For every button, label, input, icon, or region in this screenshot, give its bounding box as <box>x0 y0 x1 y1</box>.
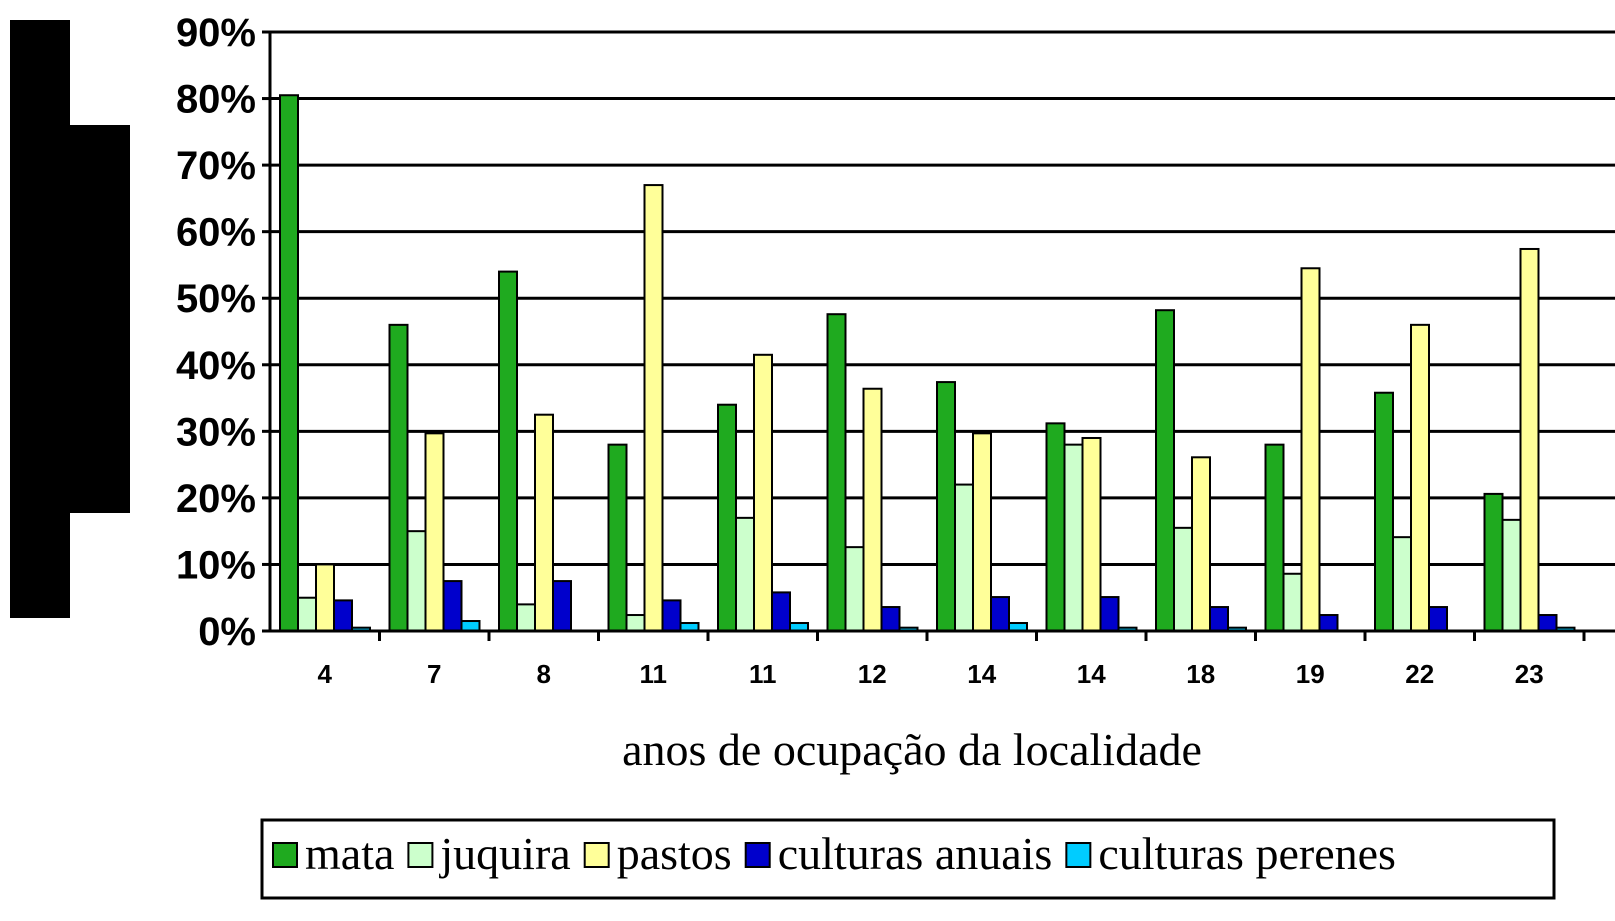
y-tick-label: 90% <box>176 11 256 55</box>
x-axis-label: anos de ocupação da localidade <box>622 724 1202 775</box>
bar <box>406 530 427 633</box>
bar <box>1081 436 1102 632</box>
x-tick-label: 4 <box>318 659 333 689</box>
bar <box>534 413 554 633</box>
bar <box>1537 614 1558 633</box>
bar <box>844 546 865 633</box>
y-axis-label-box <box>10 20 70 618</box>
x-tick-label: 23 <box>1515 659 1544 689</box>
bar <box>388 323 409 632</box>
y-tick-label: 70% <box>176 144 256 188</box>
bar <box>1209 606 1229 632</box>
y-axis-label-box <box>70 125 130 513</box>
bar <box>1300 267 1321 632</box>
bar <box>1155 309 1175 632</box>
legend-swatch <box>272 842 298 868</box>
bar <box>1099 596 1120 632</box>
legend-label: mata <box>305 828 394 879</box>
x-tick-label: 14 <box>1077 659 1106 689</box>
bar <box>516 603 536 633</box>
bar <box>1392 536 1412 633</box>
bar <box>625 614 646 633</box>
y-tick-label: 80% <box>176 78 256 122</box>
bar <box>1483 492 1504 633</box>
bar <box>607 443 628 632</box>
legend-swatch <box>744 842 771 868</box>
legend-swatch <box>407 842 434 868</box>
bar <box>990 596 1010 632</box>
bar <box>717 403 737 633</box>
bar <box>1428 606 1448 632</box>
bar <box>862 387 883 632</box>
legend-label: culturas perenes <box>1098 828 1396 879</box>
bar <box>442 580 463 632</box>
x-tick-label: 19 <box>1296 659 1325 689</box>
x-tick-label: 14 <box>967 659 996 689</box>
x-tick-label: 22 <box>1405 659 1434 689</box>
bar <box>498 270 518 632</box>
y-tick-label: 60% <box>176 211 256 255</box>
x-tick-label: 11 <box>640 659 668 689</box>
bar <box>954 483 974 633</box>
bar <box>1410 323 1430 632</box>
bar <box>1501 518 1522 633</box>
bar <box>661 599 682 633</box>
bar <box>1045 422 1066 633</box>
bar <box>826 313 847 632</box>
y-tick-label: 40% <box>176 344 256 388</box>
bar <box>880 606 901 632</box>
bar <box>972 432 992 632</box>
bar <box>643 184 664 632</box>
y-tick-label: 10% <box>176 543 256 587</box>
bar <box>735 516 755 632</box>
legend-swatch <box>1065 842 1092 868</box>
y-tick-label: 50% <box>176 277 256 321</box>
x-tick-label: 8 <box>537 659 551 689</box>
legend-label: pastos <box>617 828 732 879</box>
bar <box>279 94 299 632</box>
legend-label: juquira <box>438 828 570 879</box>
x-tick-label: 11 <box>749 659 777 689</box>
x-tick-label: 12 <box>858 659 887 689</box>
bar <box>1063 443 1084 632</box>
legend-swatch <box>583 842 610 868</box>
y-tick-label: 30% <box>176 410 256 454</box>
bar <box>1519 247 1540 633</box>
bar <box>1282 572 1303 632</box>
bar <box>1374 391 1394 632</box>
x-tick-label: 18 <box>1186 659 1215 689</box>
bar <box>552 580 572 632</box>
legend <box>260 818 1556 900</box>
bar <box>753 353 773 632</box>
bar <box>771 591 791 632</box>
bar <box>424 432 445 632</box>
bar <box>1191 456 1211 633</box>
y-tick-label: 0% <box>198 610 256 654</box>
y-tick-label: 20% <box>176 477 256 521</box>
legend-label: culturas anuais <box>778 828 1053 879</box>
bar <box>1264 443 1285 632</box>
x-tick-label: 7 <box>427 659 441 689</box>
bar <box>297 596 317 633</box>
bar <box>315 563 335 633</box>
bar <box>333 599 353 633</box>
bar <box>1173 526 1193 632</box>
bar <box>936 381 956 632</box>
bar <box>1318 614 1339 633</box>
